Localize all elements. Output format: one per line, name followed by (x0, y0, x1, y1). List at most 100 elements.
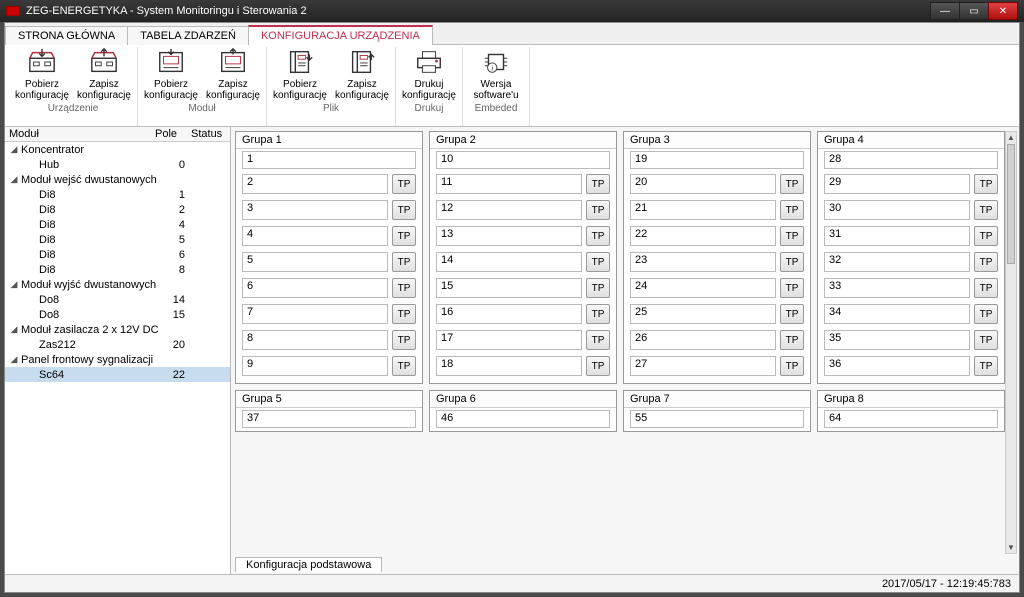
tp-button[interactable]: TP (974, 278, 998, 298)
tp-button[interactable]: TP (780, 330, 804, 350)
group-row-input[interactable]: 11 (436, 174, 582, 194)
maximize-button[interactable]: ▭ (959, 2, 989, 20)
tp-button[interactable]: TP (780, 200, 804, 220)
tp-button[interactable]: TP (392, 200, 416, 220)
tree-node-psu-module[interactable]: ◢Moduł zasilacza 2 x 12V DC (5, 322, 230, 337)
tp-button[interactable]: TP (586, 356, 610, 376)
scroll-thumb[interactable] (1007, 144, 1015, 264)
group-row-input[interactable]: 16 (436, 304, 582, 324)
tp-button[interactable]: TP (586, 304, 610, 324)
tp-button[interactable]: TP (586, 252, 610, 272)
scroll-up-arrow-icon[interactable]: ▲ (1006, 132, 1016, 143)
group-first-input[interactable]: 37 (242, 410, 416, 428)
print-config-button[interactable]: Drukuj konfigurację (402, 47, 456, 101)
tp-button[interactable]: TP (780, 174, 804, 194)
group-row-input[interactable]: 14 (436, 252, 582, 272)
tp-button[interactable]: TP (974, 304, 998, 324)
group-first-input[interactable]: 55 (630, 410, 804, 428)
tab-events[interactable]: TABELA ZDARZEŃ (127, 26, 249, 45)
group-row-input[interactable]: 7 (242, 304, 388, 324)
module-download-config-button[interactable]: Pobierz konfigurację (144, 47, 198, 101)
file-save-config-button[interactable]: Zapisz konfigurację (335, 47, 389, 101)
group-row-input[interactable]: 24 (630, 278, 776, 298)
tab-home[interactable]: STRONA GŁÓWNA (5, 26, 128, 45)
tp-button[interactable]: TP (586, 330, 610, 350)
group-row-input[interactable]: 8 (242, 330, 388, 350)
group-row-input[interactable]: 29 (824, 174, 970, 194)
group-first-input[interactable]: 1 (242, 151, 416, 169)
tp-button[interactable]: TP (586, 174, 610, 194)
group-row-input[interactable]: 26 (630, 330, 776, 350)
group-row-input[interactable]: 22 (630, 226, 776, 246)
tp-button[interactable]: TP (586, 278, 610, 298)
tree-node-front-panel[interactable]: ◢Panel frontowy sygnalizacji (5, 352, 230, 367)
tp-button[interactable]: TP (780, 226, 804, 246)
tree-node-di8[interactable]: Di88 (5, 262, 230, 277)
tree-node-di8[interactable]: Di85 (5, 232, 230, 247)
device-save-config-button[interactable]: Zapisz konfigurację (77, 47, 131, 101)
tree-node-do8[interactable]: Do814 (5, 292, 230, 307)
group-row-input[interactable]: 35 (824, 330, 970, 350)
group-row-input[interactable]: 18 (436, 356, 582, 376)
tp-button[interactable]: TP (974, 252, 998, 272)
tree-node-di8[interactable]: Di86 (5, 247, 230, 262)
group-row-input[interactable]: 5 (242, 252, 388, 272)
tp-button[interactable]: TP (586, 200, 610, 220)
tp-button[interactable]: TP (974, 356, 998, 376)
group-first-input[interactable]: 64 (824, 410, 998, 428)
group-first-input[interactable]: 10 (436, 151, 610, 169)
tp-button[interactable]: TP (392, 252, 416, 272)
tp-button[interactable]: TP (392, 330, 416, 350)
tree-node-input-module[interactable]: ◢Moduł wejść dwustanowych (5, 172, 230, 187)
group-row-input[interactable]: 36 (824, 356, 970, 376)
group-row-input[interactable]: 27 (630, 356, 776, 376)
tp-button[interactable]: TP (392, 304, 416, 324)
scroll-down-arrow-icon[interactable]: ▼ (1006, 542, 1016, 553)
group-first-input[interactable]: 28 (824, 151, 998, 169)
tree-node-di8[interactable]: Di84 (5, 217, 230, 232)
tp-button[interactable]: TP (392, 174, 416, 194)
tree-node-output-module[interactable]: ◢Moduł wyjść dwustanowych (5, 277, 230, 292)
group-row-input[interactable]: 17 (436, 330, 582, 350)
tree-node-koncentrator[interactable]: ◢Koncentrator (5, 142, 230, 157)
group-row-input[interactable]: 20 (630, 174, 776, 194)
tab-basic-config[interactable]: Konfiguracja podstawowa (235, 557, 382, 572)
tp-button[interactable]: TP (974, 226, 998, 246)
tp-button[interactable]: TP (586, 226, 610, 246)
close-button[interactable]: ✕ (988, 2, 1018, 20)
tp-button[interactable]: TP (780, 278, 804, 298)
group-row-input[interactable]: 12 (436, 200, 582, 220)
group-row-input[interactable]: 25 (630, 304, 776, 324)
group-row-input[interactable]: 34 (824, 304, 970, 324)
group-row-input[interactable]: 23 (630, 252, 776, 272)
tree-node-di8[interactable]: Di82 (5, 202, 230, 217)
tree-node-sc64[interactable]: Sc6422 (5, 367, 230, 382)
tp-button[interactable]: TP (780, 252, 804, 272)
group-row-input[interactable]: 13 (436, 226, 582, 246)
tp-button[interactable]: TP (780, 356, 804, 376)
tp-button[interactable]: TP (974, 174, 998, 194)
group-row-input[interactable]: 30 (824, 200, 970, 220)
group-row-input[interactable]: 6 (242, 278, 388, 298)
group-row-input[interactable]: 4 (242, 226, 388, 246)
tree-node-zas212[interactable]: Zas21220 (5, 337, 230, 352)
group-row-input[interactable]: 31 (824, 226, 970, 246)
group-row-input[interactable]: 2 (242, 174, 388, 194)
group-first-input[interactable]: 46 (436, 410, 610, 428)
group-row-input[interactable]: 32 (824, 252, 970, 272)
tab-device-config[interactable]: KONFIGURACJA URZĄDZENIA (248, 25, 433, 45)
tp-button[interactable]: TP (780, 304, 804, 324)
tp-button[interactable]: TP (392, 278, 416, 298)
tree-node-hub[interactable]: Hub0 (5, 157, 230, 172)
tree-node-di8[interactable]: Di81 (5, 187, 230, 202)
module-tree[interactable]: ◢Koncentrator Hub0 ◢Moduł wejść dwustano… (5, 142, 230, 382)
tp-button[interactable]: TP (974, 330, 998, 350)
tree-node-do8[interactable]: Do815 (5, 307, 230, 322)
group-row-input[interactable]: 33 (824, 278, 970, 298)
group-row-input[interactable]: 21 (630, 200, 776, 220)
group-row-input[interactable]: 15 (436, 278, 582, 298)
group-row-input[interactable]: 3 (242, 200, 388, 220)
minimize-button[interactable]: — (930, 2, 960, 20)
file-download-config-button[interactable]: Pobierz konfigurację (273, 47, 327, 101)
group-first-input[interactable]: 19 (630, 151, 804, 169)
